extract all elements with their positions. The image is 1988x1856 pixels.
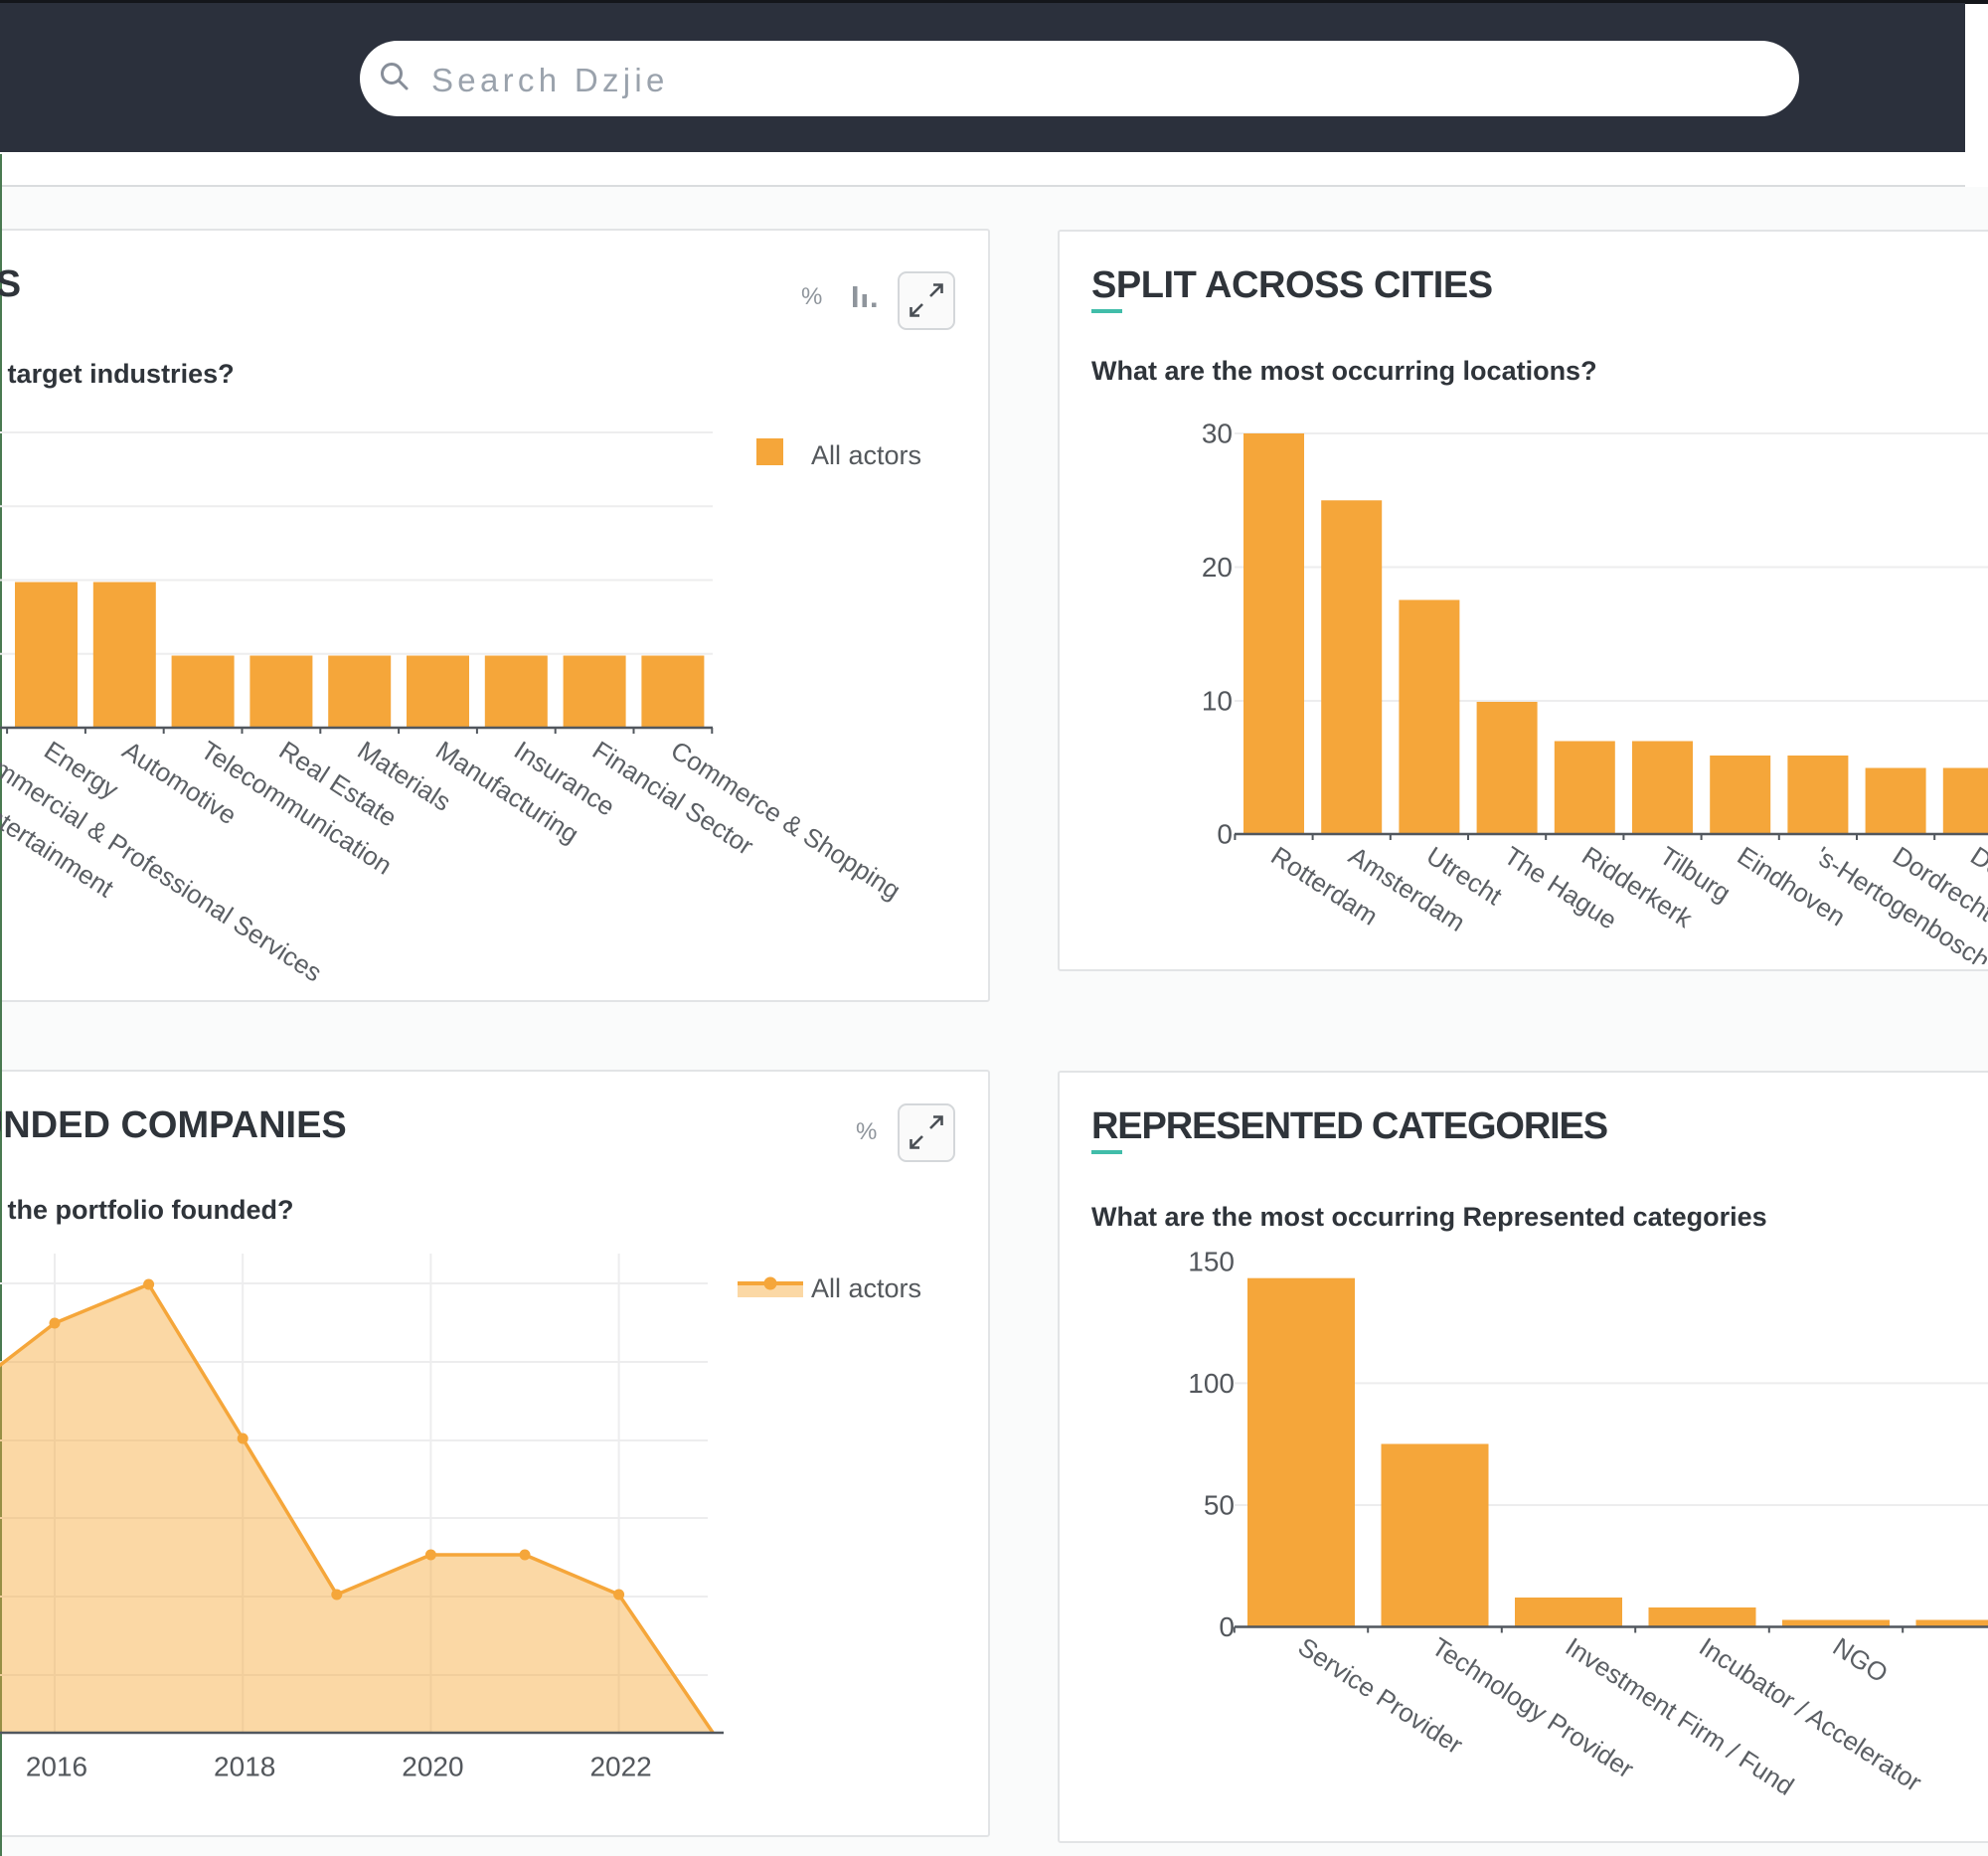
svg-text:2018: 2018	[214, 1752, 275, 1782]
svg-text:0: 0	[1217, 819, 1233, 850]
svg-text:Investment Firm / Fund: Investment Firm / Fund	[1561, 1631, 1800, 1801]
svg-text:NGO: NGO	[1828, 1631, 1894, 1688]
svg-text:20: 20	[1202, 552, 1233, 583]
svg-text:0: 0	[1219, 1611, 1235, 1642]
svg-text:2016: 2016	[26, 1752, 87, 1782]
svg-text:10: 10	[1202, 686, 1233, 717]
svg-text:30: 30	[1202, 419, 1233, 449]
svg-text:50: 50	[1204, 1490, 1235, 1521]
svg-text:2020: 2020	[402, 1752, 463, 1782]
svg-text:Incubator / Accelerator: Incubator / Accelerator	[1694, 1631, 1927, 1797]
svg-text:2022: 2022	[589, 1752, 651, 1782]
svg-text:100: 100	[1188, 1368, 1235, 1399]
svg-text:150: 150	[1188, 1246, 1235, 1276]
